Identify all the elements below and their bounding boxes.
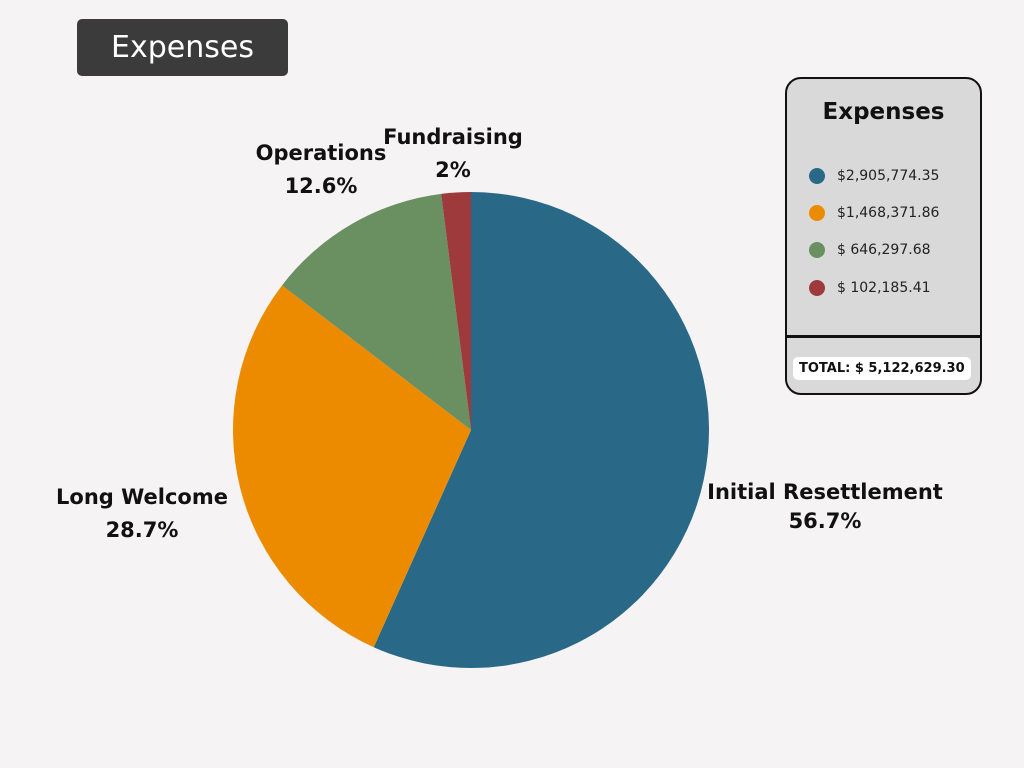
slice-label: Long Welcome <box>56 485 228 509</box>
pie-slice-initial-resettlement <box>373 192 710 668</box>
legend-swatch-icon <box>809 279 825 296</box>
legend-list: $2,905,774.35 $1,468,371.86 $ 646,297.68… <box>809 157 939 306</box>
slice-percent-label: 28.7% <box>106 518 179 542</box>
legend-value: $1,468,371.86 <box>837 204 940 221</box>
legend-value: $ 646,297.68 <box>837 242 931 259</box>
slice-percent-label: 12.6% <box>285 174 358 198</box>
legend-title: Expenses <box>822 99 945 125</box>
legend-panel: Expenses $2,905,774.35 $1,468,371.86 $ 6… <box>785 77 982 395</box>
legend-swatch-icon <box>809 167 825 184</box>
slice-percent-label: 56.7% <box>789 509 862 533</box>
slice-label: Operations <box>256 141 387 165</box>
legend-value: $ 102,185.41 <box>837 279 931 296</box>
slice-label: Initial Resettlement <box>707 480 943 504</box>
legend-item-long-welcome: $1,468,371.86 <box>809 194 939 231</box>
legend-swatch-icon <box>809 242 825 259</box>
legend-divider <box>787 335 980 338</box>
page-title: Expenses <box>77 19 288 76</box>
pie-slice-fundraising <box>441 192 471 430</box>
legend-item-operations: $ 646,297.68 <box>809 232 939 269</box>
slice-percent-label: 2% <box>435 158 471 182</box>
slice-label: Fundraising <box>383 125 523 149</box>
legend-item-fundraising: $ 102,185.41 <box>809 269 939 306</box>
legend-swatch-icon <box>809 204 825 221</box>
pie-slice-operations <box>282 193 471 430</box>
legend-total: TOTAL: $ 5,122,629.30 <box>793 357 971 380</box>
legend-value: $2,905,774.35 <box>837 167 940 184</box>
pie-slice-long-welcome <box>233 285 471 648</box>
legend-item-initial-resettlement: $2,905,774.35 <box>809 157 939 194</box>
